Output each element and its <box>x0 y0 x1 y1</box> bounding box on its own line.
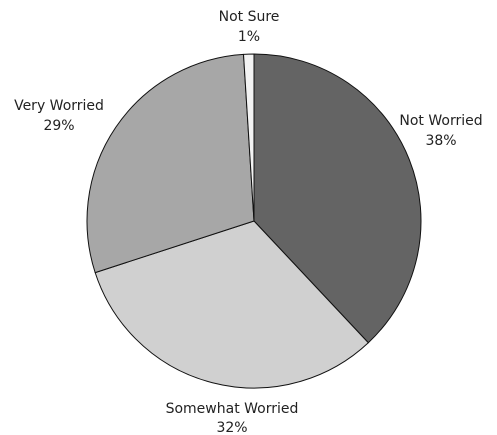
slice-value-somewhat-worried: 32% <box>216 420 247 435</box>
pie-slices <box>86 53 422 389</box>
slice-label-not-worried: Not Worried <box>399 113 482 129</box>
slice-label-very-worried: Very Worried <box>14 98 104 114</box>
slice-value-not-worried: 38% <box>425 133 456 149</box>
pie-slice-not-worried <box>253 53 422 344</box>
pie-slice-not-sure <box>243 53 255 222</box>
slice-value-very-worried: 29% <box>43 118 74 134</box>
pie-slice-somewhat-worried <box>94 220 369 389</box>
slice-label-somewhat-worried: Somewhat Worried <box>166 401 299 417</box>
pie-labels: Not Worried 38% Somewhat Worried 32% Ver… <box>14 9 483 435</box>
slice-label-not-sure: Not Sure <box>219 9 280 25</box>
pie-slice-very-worried <box>86 53 255 274</box>
slice-value-not-sure: 1% <box>238 29 260 45</box>
